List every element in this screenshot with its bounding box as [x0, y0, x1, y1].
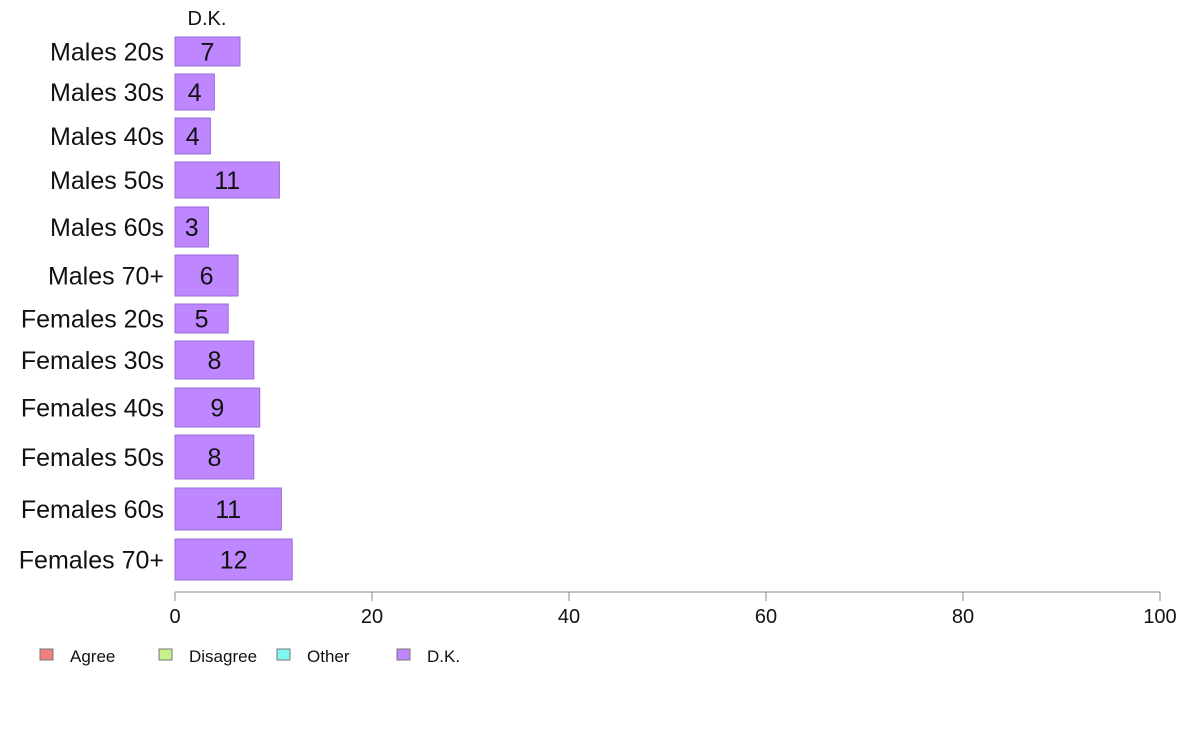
bar-d-k--5 — [174, 206, 209, 248]
x-tick-label: 60 — [755, 606, 777, 628]
bar-value-label: 12 — [220, 547, 248, 575]
legend: Agree Disagree Other D.K. — [39, 647, 460, 666]
category-label: Females 40s — [21, 395, 164, 423]
bar-value-label: 8 — [207, 444, 221, 472]
bar-value-label: 11 — [214, 167, 240, 195]
x-axis: 0 20 40 60 80 100 — [169, 591, 1177, 628]
legend-swatch-d-k- — [396, 648, 411, 661]
bar-d-k--7 — [174, 303, 229, 334]
bar-value-label: 5 — [195, 306, 209, 334]
x-tick-label: 80 — [952, 606, 974, 628]
category-label: Males 50s — [50, 167, 164, 195]
bar-d-k--9 — [174, 387, 261, 428]
bar-d-k--4 — [174, 161, 280, 199]
bar-value-label: 4 — [186, 123, 200, 151]
bar-d-k--2 — [174, 73, 215, 111]
legend-label: D.K. — [427, 647, 460, 666]
category-label: Females 20s — [21, 306, 164, 334]
x-tick-label: 20 — [361, 606, 383, 628]
x-tick-label: 0 — [169, 606, 180, 628]
category-label: Males 60s — [50, 214, 164, 242]
category-label: Males 30s — [50, 79, 164, 107]
bar-value-label: 4 — [188, 79, 202, 107]
legend-swatch-other — [276, 648, 291, 661]
category-label: Males 20s — [50, 39, 164, 67]
category-label: Females 60s — [21, 496, 164, 524]
legend-swatch-agree — [39, 648, 54, 661]
category-label: Males 70+ — [48, 263, 164, 291]
bar-value-label: 7 — [201, 39, 215, 67]
bar-d-k--11 — [174, 487, 282, 531]
legend-label: Disagree — [189, 647, 257, 666]
bar-d-k--3 — [174, 117, 211, 155]
legend-label: Other — [307, 647, 350, 666]
bar-value-label: 6 — [200, 263, 214, 291]
category-label: Females 50s — [21, 444, 164, 472]
bar-d-k--10 — [174, 434, 255, 480]
x-tick-label: 100 — [1143, 606, 1176, 628]
column-header-label: D.K. — [188, 8, 227, 30]
bar-value-label: 8 — [207, 347, 221, 375]
legend-swatch-disagree — [158, 648, 173, 661]
bar-d-k--12 — [174, 538, 293, 581]
category-label: Males 40s — [50, 123, 164, 151]
x-tick-label: 40 — [558, 606, 580, 628]
category-label: Females 30s — [21, 347, 164, 375]
bars-group: 7 4 4 11 36 5 8 9 8 11 12 — [174, 36, 293, 581]
bar-d-k--1 — [174, 36, 241, 67]
bar-d-k--8 — [174, 340, 255, 380]
bar-value-label: 3 — [185, 214, 199, 242]
legend-label: Agree — [70, 647, 115, 666]
category-labels: Males 20s Males 30s Males 40s Males 50s Male… — [19, 39, 164, 575]
category-label: Females 70+ — [19, 547, 164, 575]
bar-value-label: 9 — [210, 395, 224, 423]
bar-value-label: 11 — [215, 496, 241, 524]
bar-d-k--6 — [174, 254, 239, 297]
